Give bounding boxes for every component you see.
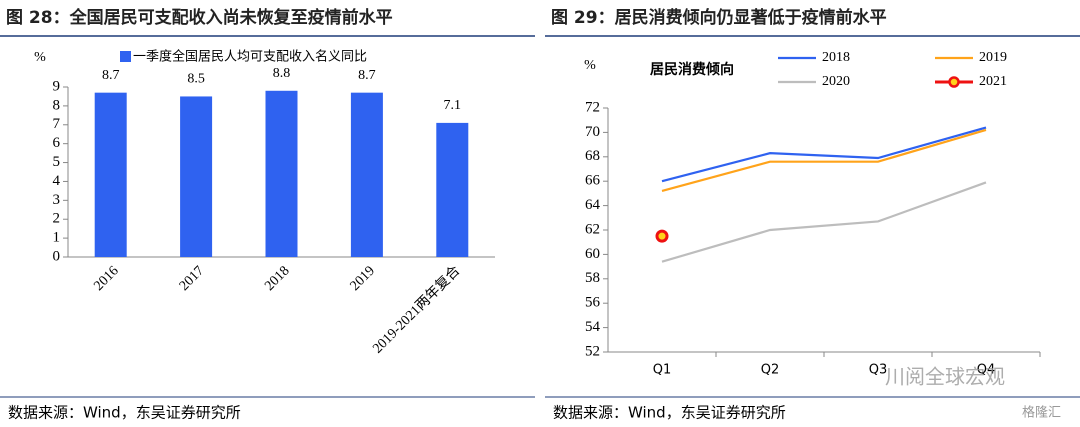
y-tick-label: 54 <box>585 319 601 335</box>
x-tick-label: 2019-2021两年复合 <box>369 262 464 357</box>
x-tick-label: 2018 <box>262 263 292 293</box>
y-tick-label: 3 <box>53 192 61 208</box>
x-tick-label: 2019 <box>348 263 378 293</box>
data-label: 8.5 <box>187 72 205 87</box>
watermark: 川阅全球宏观 <box>885 365 1005 389</box>
legend-label: 一季度全国居民人均可支配收入名义同比 <box>133 49 367 65</box>
chart-title: 图 29：居民消费倾向仍显著低于疫情前水平 <box>551 7 887 28</box>
bar <box>436 122 469 257</box>
y-tick-label: 66 <box>585 173 601 189</box>
legend-marker <box>948 76 960 88</box>
y-tick-label: 56 <box>585 295 601 311</box>
y-tick-label: 62 <box>585 221 600 237</box>
series-line <box>661 181 987 263</box>
y-tick-label: 2 <box>53 211 61 227</box>
data-label: 8.7 <box>358 68 376 83</box>
y-tick-label: 60 <box>585 246 600 262</box>
y-tick-label: 70 <box>585 124 600 140</box>
x-tick-label: Q4 <box>977 363 996 378</box>
x-tick-label: Q2 <box>761 363 780 378</box>
y-axis-label: % <box>34 50 46 65</box>
x-tick-label: Q1 <box>653 363 672 378</box>
y-tick-label: 68 <box>585 148 600 164</box>
series-marker <box>655 229 669 243</box>
y-tick-label: 9 <box>53 78 61 94</box>
data-label: 8.8 <box>273 66 291 81</box>
x-tick-label: Q3 <box>869 363 888 378</box>
data-label: 8.7 <box>102 68 120 83</box>
bar <box>94 92 127 258</box>
x-tick-label: 2016 <box>91 263 121 293</box>
y-tick-label: 1 <box>53 230 61 246</box>
y-tick-label: 8 <box>53 97 61 113</box>
data-label: 7.1 <box>444 98 462 113</box>
series-line <box>661 126 987 183</box>
bar <box>180 96 213 257</box>
y-tick-label: 0 <box>53 248 61 264</box>
watermark: 格隆汇 <box>1022 405 1061 421</box>
legend-swatch <box>120 51 131 62</box>
bar <box>350 92 383 258</box>
legend-label: 2020 <box>822 74 850 89</box>
series-line <box>661 128 987 193</box>
legend-label: 2021 <box>979 74 1007 89</box>
source: 数据来源：Wind，东吴证券研究所 <box>553 404 786 422</box>
y-tick-label: 72 <box>585 99 600 115</box>
y-tick-label: 52 <box>585 343 600 359</box>
legend-label: 2018 <box>822 50 850 65</box>
y-tick-label: 4 <box>53 173 61 189</box>
chart-title: 图 28：全国居民可支配收入尚未恢复至疫情前水平 <box>6 7 393 28</box>
bar <box>265 90 298 258</box>
y-tick-label: 58 <box>585 270 600 286</box>
y-axis-label: % <box>584 58 596 73</box>
y-tick-label: 64 <box>585 197 601 213</box>
legend-label: 2019 <box>979 50 1007 65</box>
y-tick-label: 7 <box>53 116 61 132</box>
y-tick-label: 5 <box>53 154 61 170</box>
annotation: 居民消费倾向 <box>650 61 734 78</box>
source: 数据来源：Wind，东吴证券研究所 <box>8 404 241 422</box>
y-tick-label: 6 <box>53 135 61 151</box>
x-tick-label: 2017 <box>177 263 207 293</box>
